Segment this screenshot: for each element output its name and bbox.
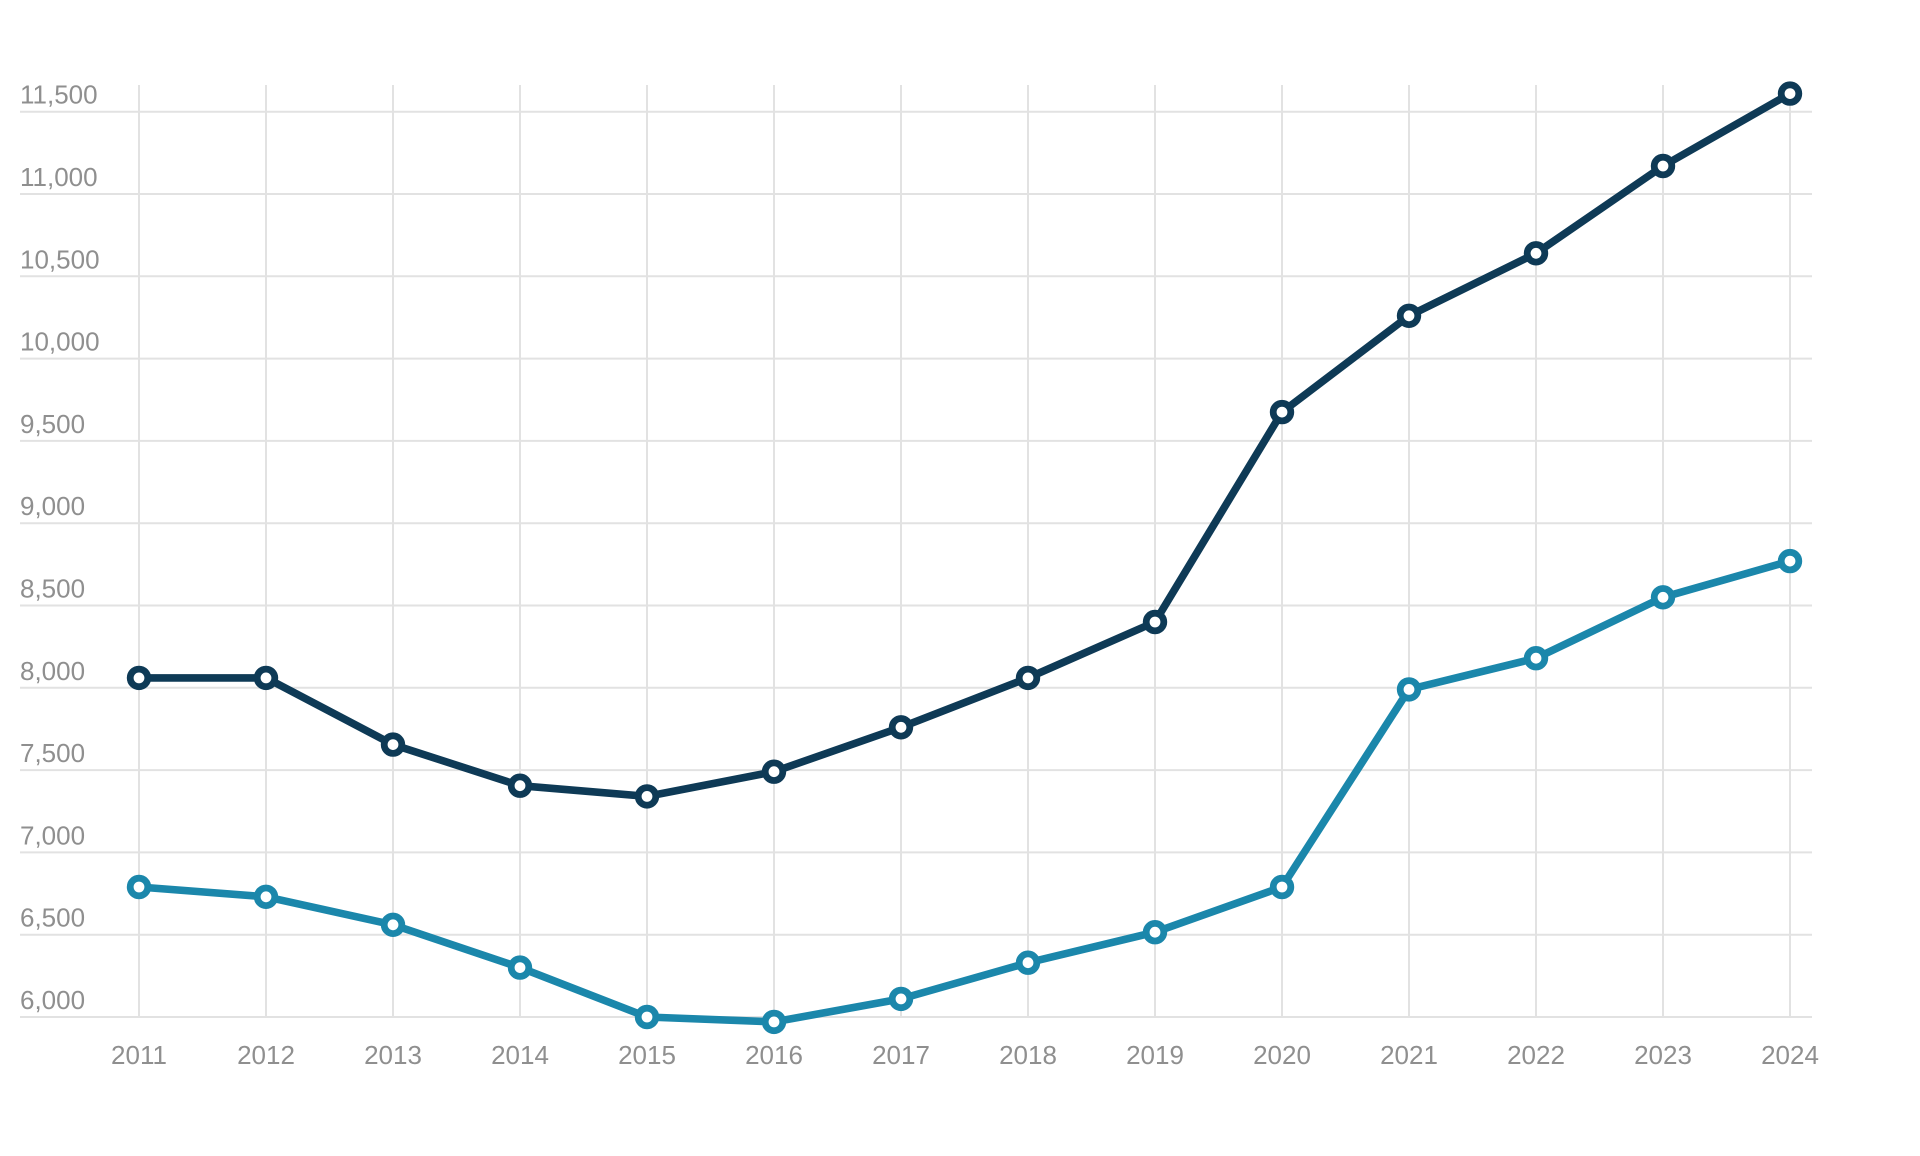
data-point-marker-teal-series[interactable] — [1142, 920, 1168, 945]
x-axis-tick-label: 2015 — [618, 1040, 676, 1070]
x-axis-tick-label: 2021 — [1380, 1040, 1438, 1070]
data-point-marker-teal-series[interactable] — [634, 1004, 660, 1030]
data-point-marker-teal-series[interactable] — [888, 986, 914, 1012]
y-axis-tick-label: 8,500 — [20, 574, 85, 604]
data-point-marker-dark-navy-series[interactable] — [1777, 81, 1803, 106]
data-point-marker-dark-navy-series[interactable] — [1650, 153, 1676, 179]
data-point-marker-dark-navy-series[interactable] — [1269, 399, 1295, 425]
data-point-marker-teal-series[interactable] — [1650, 585, 1676, 610]
y-axis-tick-label: 9,000 — [20, 491, 85, 521]
y-axis-tick-label: 10,000 — [20, 327, 100, 357]
y-axis-tick-label: 9,500 — [20, 409, 85, 439]
x-axis-tick-label: 2011 — [111, 1040, 167, 1070]
x-axis-tick-label: 2017 — [872, 1040, 930, 1070]
series-line-teal-series — [135, 557, 1794, 1026]
data-point-marker-teal-series[interactable] — [1269, 874, 1295, 900]
x-axis-tick-label: 2018 — [999, 1040, 1057, 1070]
data-point-marker-teal-series[interactable] — [1015, 950, 1041, 975]
data-point-marker-dark-navy-series[interactable] — [1015, 665, 1041, 691]
data-point-marker-dark-navy-series[interactable] — [888, 715, 914, 740]
data-point-marker-teal-series[interactable] — [1777, 548, 1803, 574]
x-axis-tick-label: 2019 — [1126, 1040, 1184, 1070]
x-axis-tick-label: 2013 — [364, 1040, 422, 1070]
series-line-dark-navy-series — [135, 89, 1794, 801]
data-point-marker-teal-series[interactable] — [126, 874, 152, 900]
data-point-marker-dark-navy-series[interactable] — [507, 773, 533, 798]
data-point-marker-teal-series[interactable] — [761, 1009, 787, 1035]
y-axis-tick-label: 11,500 — [20, 80, 98, 110]
x-axis-tick-label: 2014 — [491, 1040, 549, 1070]
data-point-marker-dark-navy-series[interactable] — [761, 759, 787, 784]
data-point-marker-teal-series[interactable] — [507, 955, 533, 980]
y-axis-tick-label: 6,500 — [20, 903, 85, 933]
y-axis-tick-label: 8,000 — [20, 656, 85, 686]
data-point-marker-teal-series[interactable] — [1523, 646, 1549, 671]
x-axis-tick-label: 2023 — [1634, 1040, 1692, 1070]
x-axis-tick-label: 2020 — [1253, 1040, 1311, 1070]
y-axis-tick-label: 11,000 — [20, 162, 98, 192]
x-axis-tick-label: 2022 — [1507, 1040, 1565, 1070]
x-axis-tick-label: 2012 — [237, 1040, 295, 1070]
data-point-marker-dark-navy-series[interactable] — [634, 784, 660, 809]
x-axis-tick-label: 2016 — [745, 1040, 803, 1070]
data-point-marker-dark-navy-series[interactable] — [253, 665, 279, 691]
y-axis-tick-label: 10,500 — [20, 244, 100, 274]
data-point-marker-teal-series[interactable] — [253, 884, 279, 910]
data-point-marker-dark-navy-series[interactable] — [1396, 303, 1422, 329]
y-axis-tick-label: 6,000 — [20, 985, 85, 1015]
y-axis-tick-label: 7,000 — [20, 820, 85, 850]
data-point-marker-dark-navy-series[interactable] — [380, 732, 406, 757]
data-point-marker-dark-navy-series[interactable] — [1523, 241, 1549, 266]
y-axis-tick-label: 7,500 — [20, 738, 85, 768]
data-point-marker-dark-navy-series[interactable] — [126, 665, 152, 691]
x-axis-tick-label: 2024 — [1761, 1040, 1819, 1070]
data-point-marker-teal-series[interactable] — [1396, 677, 1422, 702]
data-point-marker-teal-series[interactable] — [380, 912, 406, 938]
data-point-marker-dark-navy-series[interactable] — [1142, 609, 1168, 635]
